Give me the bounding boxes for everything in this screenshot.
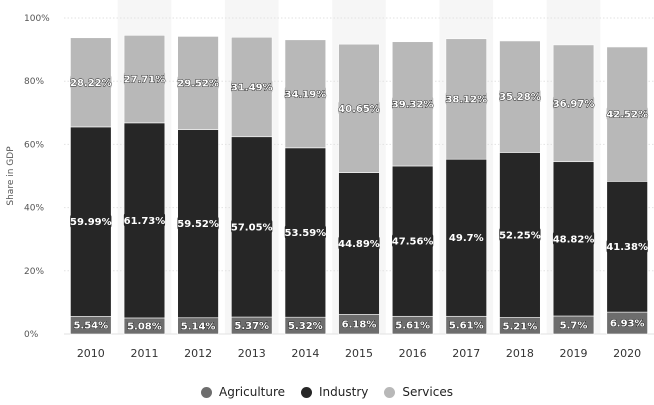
data-label-services: 28.22% xyxy=(70,78,112,89)
data-label-services: 27.71% xyxy=(124,75,166,86)
data-label-agriculture: 5.21% xyxy=(503,321,538,332)
legend-label-agriculture: Agriculture xyxy=(219,385,286,399)
data-label-agriculture: 5.7% xyxy=(560,320,588,331)
x-tick-label: 2011 xyxy=(130,347,158,360)
data-label-bg xyxy=(284,225,326,239)
data-label-services: 35.28% xyxy=(499,92,541,103)
data-label-services: 36.97% xyxy=(553,99,595,110)
legend-item-services[interactable]: Services xyxy=(384,385,453,399)
data-label-bg xyxy=(552,96,595,110)
legend-swatch-industry xyxy=(301,386,313,398)
data-label-bg xyxy=(177,76,219,90)
data-label-bg xyxy=(70,75,112,89)
data-label-industry: 52.25% xyxy=(499,230,541,241)
data-label-industry: 44.89% xyxy=(338,239,380,250)
data-label-bg xyxy=(284,86,326,100)
legend-swatch-agriculture xyxy=(201,386,213,398)
data-label-bg xyxy=(448,230,484,244)
x-tick-label: 2014 xyxy=(291,347,319,360)
y-tick-label: 20% xyxy=(24,267,44,277)
data-label-bg xyxy=(341,317,377,331)
data-label-agriculture: 6.18% xyxy=(342,320,377,331)
data-label-industry: 41.38% xyxy=(606,242,648,253)
data-label-bg xyxy=(445,91,487,105)
legend-label-services: Services xyxy=(402,385,453,399)
data-label-bg xyxy=(287,318,323,332)
x-tick-label: 2019 xyxy=(560,347,588,360)
data-label-services: 31.49% xyxy=(231,82,273,93)
data-label-industry: 59.52% xyxy=(177,219,219,230)
legend-label-industry: Industry xyxy=(319,385,369,399)
x-tick-label: 2018 xyxy=(506,347,534,360)
data-label-agriculture: 5.14% xyxy=(181,321,216,332)
data-label-bg xyxy=(606,239,648,253)
data-label-agriculture: 5.32% xyxy=(288,321,323,332)
data-label-bg xyxy=(177,216,219,230)
data-label-industry: 49.7% xyxy=(449,233,484,244)
data-label-industry: 59.99% xyxy=(70,217,112,228)
data-label-industry: 47.56% xyxy=(392,237,434,248)
data-label-bg xyxy=(70,214,112,228)
y-tick-label: 60% xyxy=(24,140,44,150)
y-tick-label: 40% xyxy=(24,204,44,214)
data-label-services: 34.19% xyxy=(285,89,327,100)
legend-item-industry[interactable]: Industry xyxy=(301,385,368,399)
data-label-services: 38.12% xyxy=(445,94,487,105)
data-label-bg xyxy=(123,213,166,227)
data-label-industry: 57.05% xyxy=(231,222,273,233)
data-label-agriculture: 5.61% xyxy=(449,321,484,332)
data-label-services: 42.52% xyxy=(606,110,648,121)
data-label-bg xyxy=(392,234,434,248)
x-tick-label: 2013 xyxy=(238,347,266,360)
data-label-bg xyxy=(231,79,273,93)
y-tick-label: 0% xyxy=(24,330,39,340)
data-label-bg xyxy=(73,318,109,332)
data-label-bg xyxy=(180,318,216,332)
data-label-agriculture: 6.93% xyxy=(610,319,645,330)
data-label-services: 29.52% xyxy=(177,79,219,90)
legend-item-agriculture[interactable]: Agriculture xyxy=(201,385,285,399)
data-label-bg xyxy=(338,101,380,115)
legend-swatch-services xyxy=(384,386,396,398)
data-label-industry: 53.59% xyxy=(285,228,327,239)
x-tick-label: 2012 xyxy=(184,347,212,360)
data-label-bg xyxy=(552,231,595,245)
data-label-industry: 48.82% xyxy=(553,234,595,245)
y-tick-label: 80% xyxy=(24,77,44,87)
data-label-bg xyxy=(499,89,541,103)
legend: Agriculture Industry Services xyxy=(0,385,654,399)
data-label-bg xyxy=(559,317,588,331)
x-tick-label: 2020 xyxy=(613,347,641,360)
y-tick-label: 100% xyxy=(24,14,50,24)
data-label-agriculture: 5.61% xyxy=(395,321,430,332)
data-label-industry: 61.73% xyxy=(124,216,166,227)
data-label-bg xyxy=(609,316,645,330)
data-label-agriculture: 5.54% xyxy=(73,321,108,332)
data-label-bg xyxy=(395,318,431,332)
x-tick-label: 2010 xyxy=(77,347,105,360)
data-label-bg xyxy=(448,318,484,332)
data-label-bg xyxy=(123,72,166,86)
data-label-agriculture: 5.37% xyxy=(234,321,269,332)
data-label-bg xyxy=(126,318,162,332)
data-label-bg xyxy=(234,318,270,332)
x-tick-label: 2016 xyxy=(399,347,427,360)
x-tick-label: 2015 xyxy=(345,347,373,360)
x-tick-label: 2017 xyxy=(452,347,480,360)
data-label-bg xyxy=(502,318,538,332)
data-label-bg xyxy=(338,236,380,250)
data-label-bg xyxy=(499,227,541,241)
data-label-bg xyxy=(392,96,434,110)
data-label-bg xyxy=(606,107,648,121)
data-label-bg xyxy=(231,219,273,233)
y-axis-label: Share in GDP xyxy=(6,146,16,206)
data-label-services: 39.32% xyxy=(392,99,434,110)
data-label-services: 40.65% xyxy=(338,104,380,115)
data-label-agriculture: 5.08% xyxy=(127,321,162,332)
